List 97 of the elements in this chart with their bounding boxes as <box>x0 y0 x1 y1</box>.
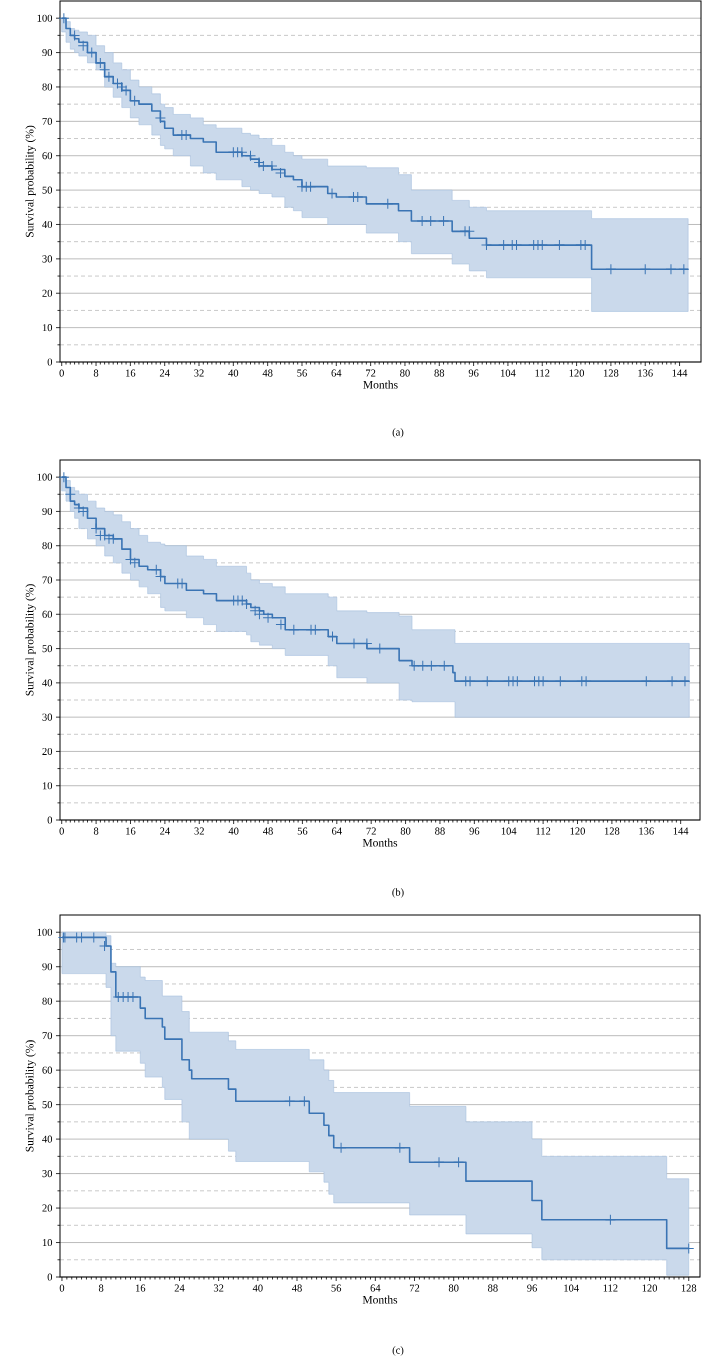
x-tick-label: 112 <box>535 369 550 377</box>
y-tick-label: 80 <box>42 542 53 550</box>
y-axis-title: Survival probability (%) <box>25 125 36 237</box>
y-tick-label: 70 <box>42 117 53 125</box>
text: (c) <box>392 1346 404 1356</box>
x-tick-label: 16 <box>126 827 136 835</box>
x-tick-label: 40 <box>228 369 239 377</box>
text: (a) <box>392 428 404 438</box>
x-tick-label: 104 <box>564 1284 579 1292</box>
x-tick-label: 112 <box>536 827 551 835</box>
x-tick-label: 40 <box>228 827 239 835</box>
x-tick-label: 96 <box>468 369 479 377</box>
x-tick-label: 16 <box>126 369 136 377</box>
x-tick-label: 128 <box>604 827 620 835</box>
y-tick-label: 100 <box>37 14 53 22</box>
x-tick-label: 56 <box>331 1284 342 1292</box>
text: (b) <box>392 888 404 898</box>
x-tick-label: 8 <box>93 827 99 835</box>
x-tick-label: 80 <box>400 369 410 377</box>
x-tick-label: 80 <box>400 827 411 835</box>
x-tick-label: 144 <box>672 369 688 377</box>
y-tick-label: 60 <box>42 1066 53 1074</box>
x-tick-label: 32 <box>194 827 204 835</box>
y-tick-label: 0 <box>47 358 53 366</box>
y-tick-label: 40 <box>42 220 53 229</box>
y-tick-label: 10 <box>42 324 53 332</box>
x-tick-label: 24 <box>160 827 170 835</box>
y-tick-label: 20 <box>42 747 53 755</box>
x-tick-label: 32 <box>194 369 204 377</box>
y-tick-label: 30 <box>42 713 53 721</box>
x-tick-label: 128 <box>681 1284 697 1292</box>
y-tick-label: 20 <box>42 1204 53 1212</box>
x-tick-label: 120 <box>569 369 585 377</box>
y-tick-label: 50 <box>42 645 53 653</box>
x-tick-label: 56 <box>297 827 308 835</box>
x-tick-label: 136 <box>638 369 653 377</box>
x-tick-label: 0 <box>59 1284 65 1292</box>
x-tick-label: 48 <box>262 369 273 377</box>
x-tick-label: 88 <box>435 827 445 835</box>
x-tick-label: 64 <box>332 827 342 835</box>
x-tick-label: 128 <box>603 369 619 377</box>
y-tick-label: 30 <box>42 1170 53 1178</box>
y-tick-label: 90 <box>42 507 53 515</box>
x-tick-label: 88 <box>434 369 445 377</box>
y-tick-label: 80 <box>42 997 53 1005</box>
y-tick-label: 50 <box>42 186 53 194</box>
x-tick-label: 96 <box>527 1284 537 1292</box>
x-axis-title: Months <box>363 380 398 389</box>
x-tick-label: 104 <box>501 827 517 835</box>
x-tick-label: 104 <box>500 369 516 377</box>
x-tick-label: 0 <box>59 827 64 835</box>
x-tick-label: 64 <box>370 1284 381 1292</box>
x-tick-label: 112 <box>603 1284 618 1292</box>
x-tick-label: 72 <box>366 827 376 835</box>
y-tick-label: 60 <box>42 152 53 160</box>
x-tick-label: 16 <box>135 1284 146 1292</box>
x-tick-label: 48 <box>262 827 273 835</box>
x-tick-label: 64 <box>331 369 342 377</box>
y-tick-label: 90 <box>42 963 53 971</box>
y-tick-label: 40 <box>42 1135 53 1143</box>
x-tick-label: 136 <box>639 827 654 835</box>
y-axis-title: Survival probability (%) <box>25 1040 36 1152</box>
y-tick-label: 90 <box>42 49 53 57</box>
y-tick-label: 10 <box>42 1239 53 1247</box>
x-tick-label: 120 <box>570 827 585 835</box>
x-tick-label: 88 <box>488 1284 498 1292</box>
y-tick-label: 100 <box>37 928 53 936</box>
y-tick-label: 0 <box>47 1273 53 1281</box>
y-tick-label: 30 <box>42 255 53 263</box>
y-tick-label: 10 <box>42 782 53 790</box>
y-tick-label: 40 <box>42 679 53 687</box>
x-tick-label: 0 <box>59 369 64 377</box>
x-tick-label: 56 <box>297 369 307 377</box>
y-tick-label: 80 <box>42 83 53 91</box>
x-tick-label: 80 <box>448 1284 459 1292</box>
x-tick-label: 144 <box>673 827 689 835</box>
x-tick-label: 40 <box>252 1284 263 1292</box>
y-tick-label: 0 <box>47 816 53 824</box>
x-tick-label: 96 <box>469 827 480 835</box>
x-axis-title: Months <box>362 838 398 847</box>
x-tick-label: 8 <box>93 369 99 377</box>
x-tick-label: 32 <box>213 1284 224 1292</box>
y-axis-title: Survival probability (%) <box>25 584 36 696</box>
y-tick-label: 70 <box>42 576 53 584</box>
x-tick-label: 24 <box>159 369 170 377</box>
x-tick-label: 48 <box>291 1284 302 1292</box>
x-tick-label: 8 <box>98 1284 104 1292</box>
y-tick-label: 20 <box>42 289 53 297</box>
y-tick-label: 60 <box>42 610 53 618</box>
y-tick-label: 50 <box>42 1101 53 1109</box>
x-axis-title: Months <box>362 1295 398 1304</box>
x-tick-label: 24 <box>174 1284 185 1292</box>
y-tick-label: 100 <box>37 473 53 481</box>
x-tick-label: 72 <box>409 1284 420 1292</box>
x-tick-label: 120 <box>642 1284 658 1292</box>
x-tick-label: 72 <box>366 369 376 377</box>
y-tick-label: 70 <box>42 1032 53 1040</box>
